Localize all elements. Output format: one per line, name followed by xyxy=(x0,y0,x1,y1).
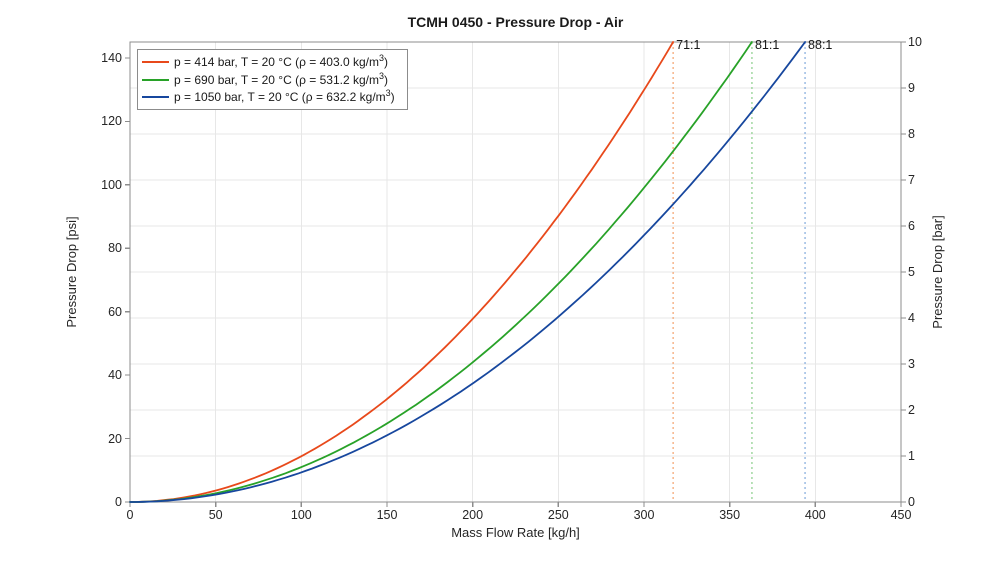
y-left-tick-label: 120 xyxy=(101,114,122,129)
y-left-tick-label: 100 xyxy=(101,177,122,192)
x-tick-label: 450 xyxy=(890,508,912,522)
legend: p = 414 bar, T = 20 °C (ρ = 403.0 kg/m3)… xyxy=(137,49,408,110)
legend-entry-label: p = 1050 bar, T = 20 °C (ρ = 632.2 kg/m3… xyxy=(174,87,395,104)
legend-entry: p = 414 bar, T = 20 °C (ρ = 403.0 kg/m3) xyxy=(142,53,401,70)
y-right-tick-label: 5 xyxy=(908,265,915,279)
y-left-tick-label: 40 xyxy=(108,368,122,383)
x-tick-label: 150 xyxy=(376,508,398,522)
y-right-tick-label: 3 xyxy=(908,357,915,371)
y-right-tick-label: 7 xyxy=(908,173,915,187)
y-right-tick-label: 8 xyxy=(908,127,915,141)
y-right-tick-label: 9 xyxy=(908,81,915,95)
legend-entry-label: p = 414 bar, T = 20 °C (ρ = 403.0 kg/m3) xyxy=(174,53,388,70)
x-tick-label: 300 xyxy=(633,508,655,522)
x-tick-label: 400 xyxy=(804,508,826,522)
y-right-tick-label: 6 xyxy=(908,219,915,233)
ratio-annotation: 88:1 xyxy=(808,38,833,52)
y-right-tick-label: 10 xyxy=(908,35,922,49)
y-left-tick-label: 20 xyxy=(108,431,122,446)
y-right-tick-label: 1 xyxy=(908,449,915,463)
y-left-tick-label: 60 xyxy=(108,304,122,319)
y-axis-label-left: Pressure Drop [psi] xyxy=(64,216,79,328)
pressure-drop-curve xyxy=(129,41,806,503)
x-tick-label: 0 xyxy=(126,508,134,522)
legend-line-sample xyxy=(142,61,169,64)
legend-entry: p = 1050 bar, T = 20 °C (ρ = 632.2 kg/m3… xyxy=(142,87,401,104)
y-left-tick-label: 80 xyxy=(108,241,122,256)
y-right-tick-label: 2 xyxy=(908,403,915,417)
legend-entry-label: p = 690 bar, T = 20 °C (ρ = 531.2 kg/m3) xyxy=(174,70,388,87)
x-tick-label: 100 xyxy=(290,508,312,522)
x-tick-label: 250 xyxy=(547,508,569,522)
pressure-drop-curve xyxy=(129,41,674,503)
y-left-tick-label: 140 xyxy=(101,50,122,65)
x-tick-label: 350 xyxy=(719,508,741,522)
x-tick-label: 200 xyxy=(462,508,484,522)
legend-entry: p = 690 bar, T = 20 °C (ρ = 531.2 kg/m3) xyxy=(142,70,401,87)
pressure-drop-curve xyxy=(129,41,753,503)
y-right-tick-label: 0 xyxy=(908,495,915,509)
legend-line-sample xyxy=(142,95,169,98)
y-left-tick-label: 0 xyxy=(115,495,122,509)
y-right-tick-label: 4 xyxy=(908,311,915,325)
legend-line-sample xyxy=(142,78,169,81)
chart-title: TCMH 0450 - Pressure Drop - Air xyxy=(407,14,624,30)
ratio-annotation: 71:1 xyxy=(676,38,701,52)
x-tick-label: 50 xyxy=(208,508,223,522)
x-axis-label: Mass Flow Rate [kg/h] xyxy=(451,525,580,540)
ratio-annotation: 81:1 xyxy=(754,38,780,52)
